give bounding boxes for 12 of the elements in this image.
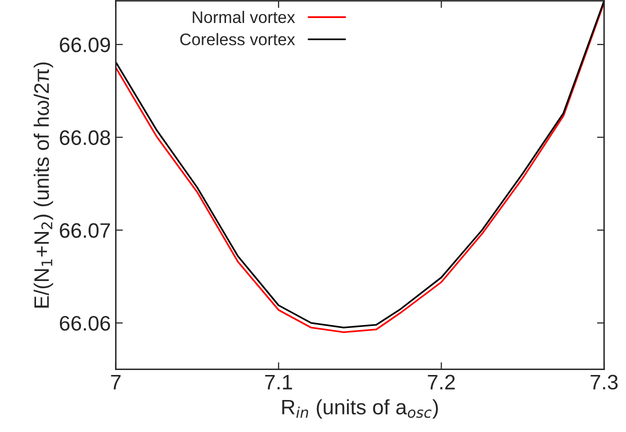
y-tick-label: 66.09 — [60, 37, 110, 52]
x-tick-label: 7.3 — [590, 374, 618, 390]
y-tick-label: 66.07 — [60, 223, 110, 238]
legend-label: Normal vortex — [192, 10, 296, 24]
x-axis-title: R$_{in}$ (units of a$_{osc}$) — [282, 399, 438, 419]
y-axis-title: E/(N$_{1}$+N$_{2}$) (units of hω/2π) — [34, 62, 54, 308]
x-tick-label: 7.1 — [265, 374, 292, 390]
y-tick-label: 66.08 — [60, 130, 110, 146]
y-tick-label: 66.06 — [60, 316, 110, 331]
x-tick-label: 7 — [111, 374, 121, 390]
x-tick-label: 7.2 — [428, 374, 455, 390]
legend-label: Coreless vortex — [180, 33, 296, 46]
